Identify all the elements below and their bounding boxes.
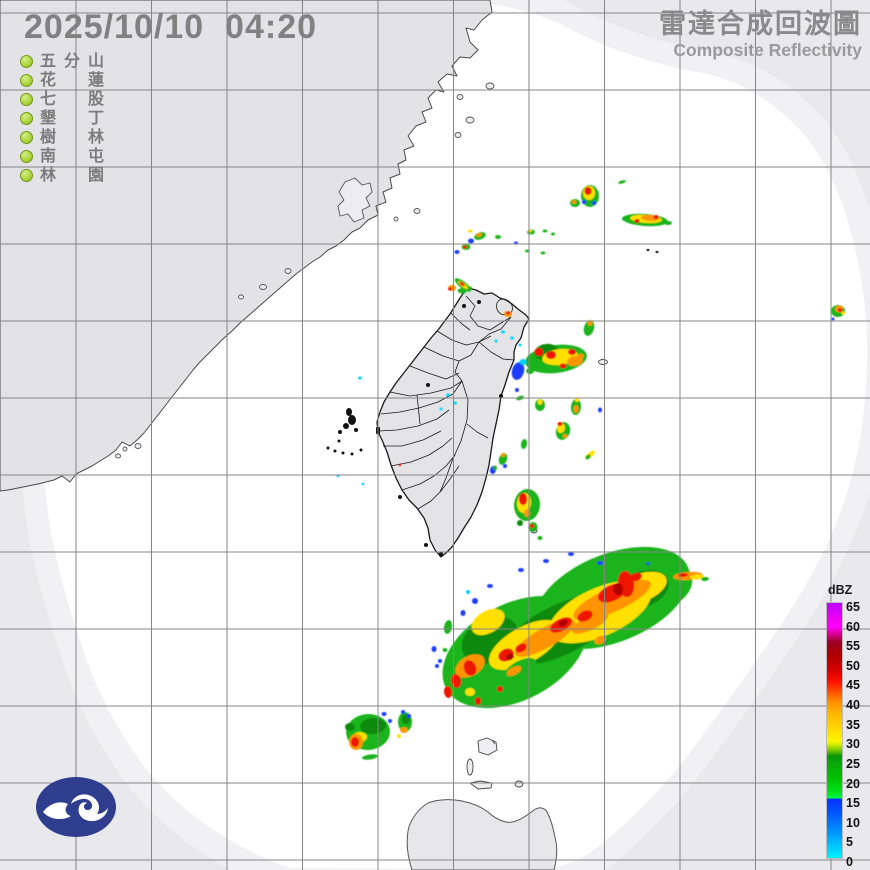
station-name: 七股 bbox=[40, 90, 104, 108]
station-row: 七股 bbox=[20, 90, 104, 109]
dbz-tick-label: 25 bbox=[846, 756, 860, 771]
station-row: 林園 bbox=[20, 166, 104, 185]
station-dot-icon bbox=[20, 55, 33, 68]
station-name: 林園 bbox=[40, 166, 104, 184]
station-name: 樹林 bbox=[40, 128, 104, 146]
batan-island bbox=[406, 799, 558, 870]
station-dot-icon bbox=[20, 150, 33, 163]
offshore-islets bbox=[115, 82, 495, 459]
station-dot-icon bbox=[20, 74, 33, 87]
dbz-tick-label: 35 bbox=[846, 717, 860, 732]
dbz-unit-label: dBZ bbox=[828, 583, 853, 597]
station-row: 南屯 bbox=[20, 147, 104, 166]
dbz-tick-label: 30 bbox=[846, 737, 860, 752]
station-row: 花蓮 bbox=[20, 71, 104, 90]
station-row: 樹林 bbox=[20, 128, 104, 147]
station-dot-icon bbox=[20, 112, 33, 125]
station-name: 墾丁 bbox=[40, 109, 104, 127]
station-dot-icon bbox=[20, 169, 33, 182]
dbz-tick-label: 40 bbox=[846, 698, 860, 713]
station-row: 五分山 bbox=[20, 52, 104, 71]
penghu-islands bbox=[326, 408, 363, 456]
dbz-tick-label: 5 bbox=[846, 835, 853, 850]
radar-station-legend: 五分山花蓮七股墾丁樹林南屯林園 bbox=[20, 52, 104, 185]
station-name: 五分山 bbox=[40, 52, 104, 70]
dbz-tick-label: 15 bbox=[846, 796, 860, 811]
dbz-tick-label: 0 bbox=[846, 855, 853, 869]
station-name: 南屯 bbox=[40, 147, 104, 165]
cwb-logo-icon bbox=[36, 777, 116, 837]
mainland-china bbox=[0, 0, 659, 492]
dbz-tick-label: 60 bbox=[846, 619, 860, 634]
dbz-tick-label: 10 bbox=[846, 815, 860, 830]
station-dot-icon bbox=[20, 131, 33, 144]
page-title-en: Composite Reflectivity bbox=[673, 39, 862, 60]
tiny-islets bbox=[646, 248, 659, 254]
page-title-zh: 雷達合成回波圖 bbox=[659, 9, 862, 39]
dbz-tick-label: 50 bbox=[846, 658, 860, 673]
timestamp-text: 2025/10/10 04:20 bbox=[24, 8, 318, 46]
dbz-tick-label: 45 bbox=[846, 678, 860, 693]
dbz-tick-label: 65 bbox=[846, 600, 860, 614]
station-name: 花蓮 bbox=[40, 71, 104, 89]
dbz-gradient-bar bbox=[826, 602, 843, 859]
header-title-block: 雷達合成回波圖 Composite Reflectivity bbox=[659, 9, 862, 61]
dbz-tick-label: 55 bbox=[846, 639, 860, 654]
county-boundaries bbox=[377, 295, 515, 510]
dbz-tick-label: 20 bbox=[846, 776, 860, 791]
station-dot-icon bbox=[20, 93, 33, 106]
station-row: 墾丁 bbox=[20, 109, 104, 128]
